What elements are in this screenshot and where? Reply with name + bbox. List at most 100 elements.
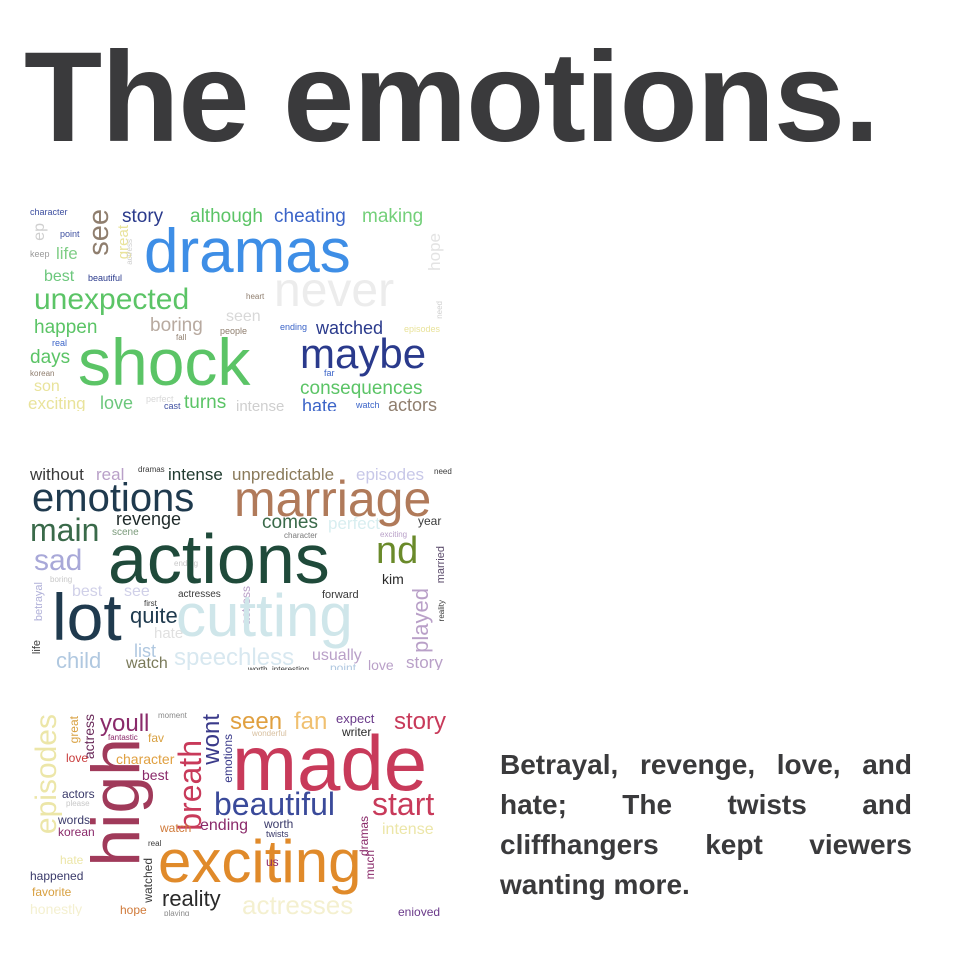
cloud-word: sad — [34, 544, 83, 577]
cloud-word: hate — [302, 396, 338, 411]
cloud-word: story — [122, 206, 164, 227]
cloud-word: watch — [160, 821, 192, 835]
cloud-word: expect — [336, 711, 375, 726]
cloud-word: see — [83, 209, 115, 256]
cloud-word: kim — [382, 571, 404, 587]
cloud-word: year — [418, 514, 442, 528]
cloud-word: please — [66, 799, 90, 808]
cloud-word: real — [96, 465, 125, 484]
cloud-word: seen — [226, 308, 261, 325]
cloud-word: far — [324, 368, 335, 378]
cloud-word: dramas — [144, 217, 351, 286]
cloud-word: youll — [100, 710, 150, 737]
cloud-word: fall — [176, 333, 187, 342]
cloud-word: episodes — [404, 324, 441, 334]
cloud-word: happened — [30, 869, 84, 883]
cloud-word: real — [52, 338, 68, 348]
cloud-word: watched — [141, 858, 155, 903]
cloud-word: fav — [148, 731, 165, 745]
word-cloud-2: without real dramas intense unpredictabl… — [26, 462, 456, 670]
cloud-word: intense — [168, 465, 223, 484]
cloud-word: boring — [150, 315, 203, 336]
cloud-word: hope — [120, 903, 147, 916]
cloud-word: high — [78, 738, 154, 867]
cloud-word: words — [58, 813, 91, 827]
cloud-word: episodes — [356, 465, 425, 484]
cloud-word: speechless — [174, 644, 295, 670]
cloud-word: life — [31, 640, 43, 655]
cloud-word: played — [408, 588, 433, 653]
cloud-word: exciting — [158, 828, 362, 895]
cloud-word: hope — [425, 233, 444, 271]
cloud-word: scene — [112, 527, 139, 538]
cloud-word: comes — [262, 512, 318, 533]
cloud-word: playing — [164, 909, 190, 917]
cloud-word: us — [266, 855, 279, 869]
cloud-word: favorite — [32, 885, 72, 899]
cloud-word: best — [72, 583, 103, 600]
cloud-word: beautiful — [88, 273, 123, 283]
cloud-word: honestly — [30, 901, 83, 916]
cloud-word: writer — [342, 725, 372, 739]
cloud-word: story — [406, 653, 443, 670]
cloud-word: never — [274, 264, 395, 317]
cloud-word: married — [435, 546, 447, 584]
cloud-word: without — [30, 465, 84, 484]
cloud-word: actresses — [178, 589, 221, 600]
cloud-word: seen — [230, 708, 283, 735]
caption-text: Betrayal, revenge, love, and hate; The t… — [500, 749, 912, 900]
word-cloud-3: episodes great actress youll moment fant… — [26, 708, 456, 916]
cloud-word: watched — [316, 318, 384, 338]
cloud-word: boring — [50, 575, 73, 584]
cloud-word: watch — [126, 655, 168, 671]
page-title: The emotions. — [24, 26, 880, 169]
cloud-word: life — [56, 244, 78, 263]
cloud-word: much — [363, 850, 377, 880]
cloud-word: character — [116, 751, 175, 767]
cloud-word: need — [434, 467, 452, 476]
cloud-word: perfect — [328, 514, 380, 533]
cloud-word: hate — [154, 625, 184, 642]
cloud-word: point — [60, 229, 80, 239]
cloud-word: love — [66, 751, 89, 765]
cloud-word: interesting — [272, 665, 309, 671]
cloud-word: making — [362, 206, 424, 227]
word-cloud-1: character story although cheating making… — [26, 203, 456, 411]
cloud-word: wonderful — [252, 729, 287, 738]
cloud-word: ending — [200, 817, 249, 834]
cloud-word: hate — [60, 853, 84, 867]
cloud-word: forward — [322, 589, 359, 601]
cloud-word: best — [142, 767, 169, 783]
cloud-word: days — [30, 347, 71, 368]
cloud-word: cheating — [274, 206, 346, 227]
cloud-word: keep — [30, 249, 50, 259]
cloud-word: main — [30, 512, 100, 548]
cloud-word: story — [394, 708, 447, 735]
cloud-word: fan — [294, 708, 328, 735]
cloud-word: turns — [184, 392, 227, 411]
cloud-word: first — [144, 599, 157, 608]
cloud-word: quite — [130, 603, 178, 628]
cloud-word: exciting — [28, 394, 86, 411]
cloud-word: marriage — [234, 471, 432, 527]
cloud-word: reality — [437, 600, 446, 622]
cloud-word: intense — [236, 398, 285, 411]
cloud-word: actress — [125, 239, 134, 265]
cloud-word: ending — [174, 559, 199, 568]
cloud-word: worth — [248, 665, 268, 671]
cloud-word: unpredictable — [232, 465, 335, 484]
cloud-word: consequences — [300, 378, 423, 399]
cloud-word: actors — [388, 395, 438, 411]
cloud-word: shock — [78, 325, 251, 399]
cloud-word: emotions — [32, 476, 195, 520]
cloud-word: korean — [30, 369, 55, 378]
cloud-word: reality — [162, 886, 221, 911]
cloud-word: start — [372, 786, 435, 822]
cloud-word: twists — [266, 829, 289, 839]
cloud-word: need — [435, 301, 444, 319]
cloud-word: enjoyed — [398, 905, 441, 916]
cloud-word: beautiful — [214, 786, 335, 822]
cloud-word: maybe — [300, 330, 427, 377]
cloud-word: point — [330, 661, 357, 670]
cloud-word: ending — [280, 322, 308, 332]
